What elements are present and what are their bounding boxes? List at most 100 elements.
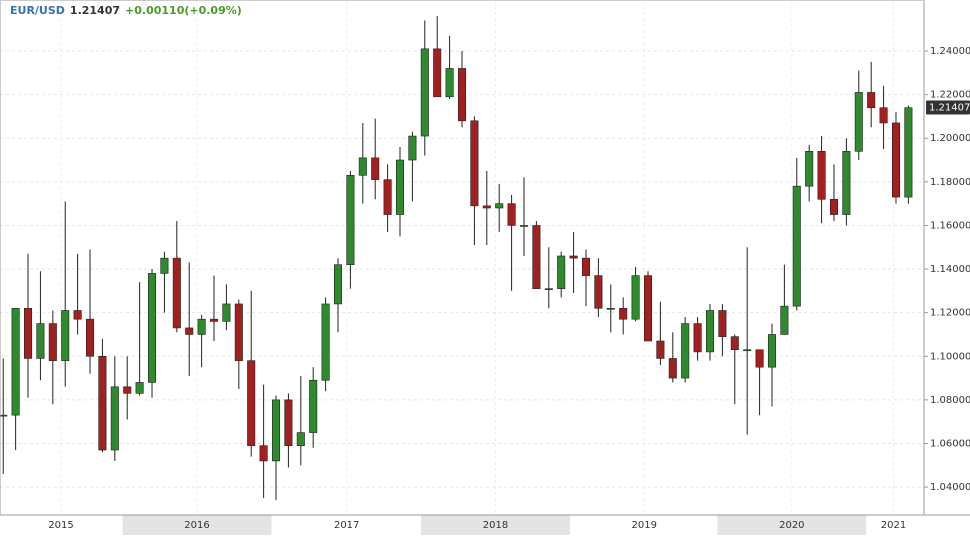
candle-body (495, 203, 504, 209)
x-tick-label: 2016 (184, 520, 209, 531)
candle-body (383, 179, 392, 215)
candle-body (842, 151, 851, 215)
candle-body (172, 257, 181, 329)
candle-body (197, 318, 206, 335)
candle-body (371, 157, 380, 180)
candle-body (358, 157, 367, 176)
candle-body (445, 68, 454, 98)
symbol: EUR/USD (10, 4, 65, 17)
x-tick-label: 2019 (632, 520, 657, 531)
candle-body (73, 310, 82, 320)
candle-body (420, 48, 429, 137)
candle-body (259, 445, 268, 462)
candle-body (519, 225, 529, 227)
candle-body (829, 198, 839, 215)
candle-body (48, 323, 57, 361)
candle-body (296, 432, 305, 446)
candle-body (879, 107, 888, 124)
candle-body (631, 275, 640, 320)
last-price-tag (926, 100, 970, 115)
last-price: 1.21407 (70, 4, 120, 17)
y-tick-label: 1.10000 (930, 351, 970, 362)
candle-body (743, 349, 752, 352)
candle-body (569, 255, 578, 259)
candle-body (284, 399, 293, 446)
candle-body (643, 275, 653, 342)
candle-body (433, 48, 442, 98)
x-tick-label: 2015 (48, 520, 73, 531)
y-tick-label: 1.04000 (930, 482, 970, 493)
candle-body (693, 323, 702, 353)
y-tick-label: 1.24000 (930, 46, 970, 57)
candle-body (457, 68, 467, 122)
y-tick-label: 1.22000 (930, 90, 970, 101)
candle-body (470, 120, 479, 207)
candle-body (321, 303, 330, 381)
y-tick-label: 1.06000 (930, 438, 970, 449)
year-band (421, 515, 570, 535)
y-tick-label: 1.18000 (930, 177, 970, 188)
candle-body (482, 205, 491, 209)
candle-body (123, 386, 132, 394)
candle-body (532, 225, 541, 289)
x-tick-label: 2021 (881, 520, 906, 531)
candle-body (544, 288, 553, 290)
candle-body (619, 308, 628, 320)
candle-body (792, 185, 801, 307)
candle-body (730, 336, 739, 351)
candle-body (309, 379, 318, 433)
candle-body (606, 308, 615, 310)
candle-body (61, 310, 70, 361)
x-tick-label: 2017 (334, 520, 359, 531)
candle-body (668, 358, 677, 379)
candle-body (817, 151, 826, 200)
y-tick-label: 1.14000 (930, 264, 970, 275)
candle-body (656, 340, 665, 359)
candle-body (209, 318, 219, 322)
candle-body (222, 303, 231, 322)
candle-body (147, 273, 157, 383)
year-band (717, 515, 867, 535)
x-tick-label: 2020 (779, 520, 804, 531)
candle-body (594, 275, 603, 309)
candle-body (346, 175, 355, 265)
candle-body (160, 257, 169, 274)
candle-body (867, 92, 876, 109)
candle-body (681, 323, 690, 379)
y-tick-label: 1.16000 (930, 220, 970, 231)
y-tick-label: 1.20000 (930, 133, 970, 144)
candle-body (234, 303, 243, 361)
y-tick-label: 1.08000 (930, 395, 970, 406)
candle-body (805, 151, 814, 187)
candle-body (247, 360, 256, 446)
year-band (122, 515, 272, 535)
candle-body (891, 122, 900, 198)
candle-body (0, 414, 8, 417)
candle-body (854, 92, 863, 152)
last-price-label: 1.21407 (929, 103, 970, 114)
change: +0.00110 (125, 4, 185, 17)
candle-body (557, 255, 566, 289)
candle-body (507, 203, 516, 226)
candle-body (395, 159, 405, 215)
candle-body (705, 310, 715, 353)
candle-body (581, 257, 591, 276)
candle-body (110, 386, 119, 451)
candle-body (98, 355, 107, 451)
candle-body (271, 399, 281, 462)
candle-body (24, 308, 33, 359)
x-tick-label: 2018 (483, 520, 508, 531)
candle-body (185, 327, 194, 335)
candle-body (408, 135, 417, 161)
candle-body (36, 323, 45, 359)
candle-body (780, 305, 789, 335)
candle-body (333, 264, 343, 305)
candle-body (767, 334, 777, 368)
candle-body (135, 382, 144, 394)
change-percent: (+0.09%) (184, 4, 241, 17)
candle-body (755, 349, 764, 368)
candle-body (718, 310, 727, 337)
y-tick-label: 1.12000 (930, 308, 970, 319)
